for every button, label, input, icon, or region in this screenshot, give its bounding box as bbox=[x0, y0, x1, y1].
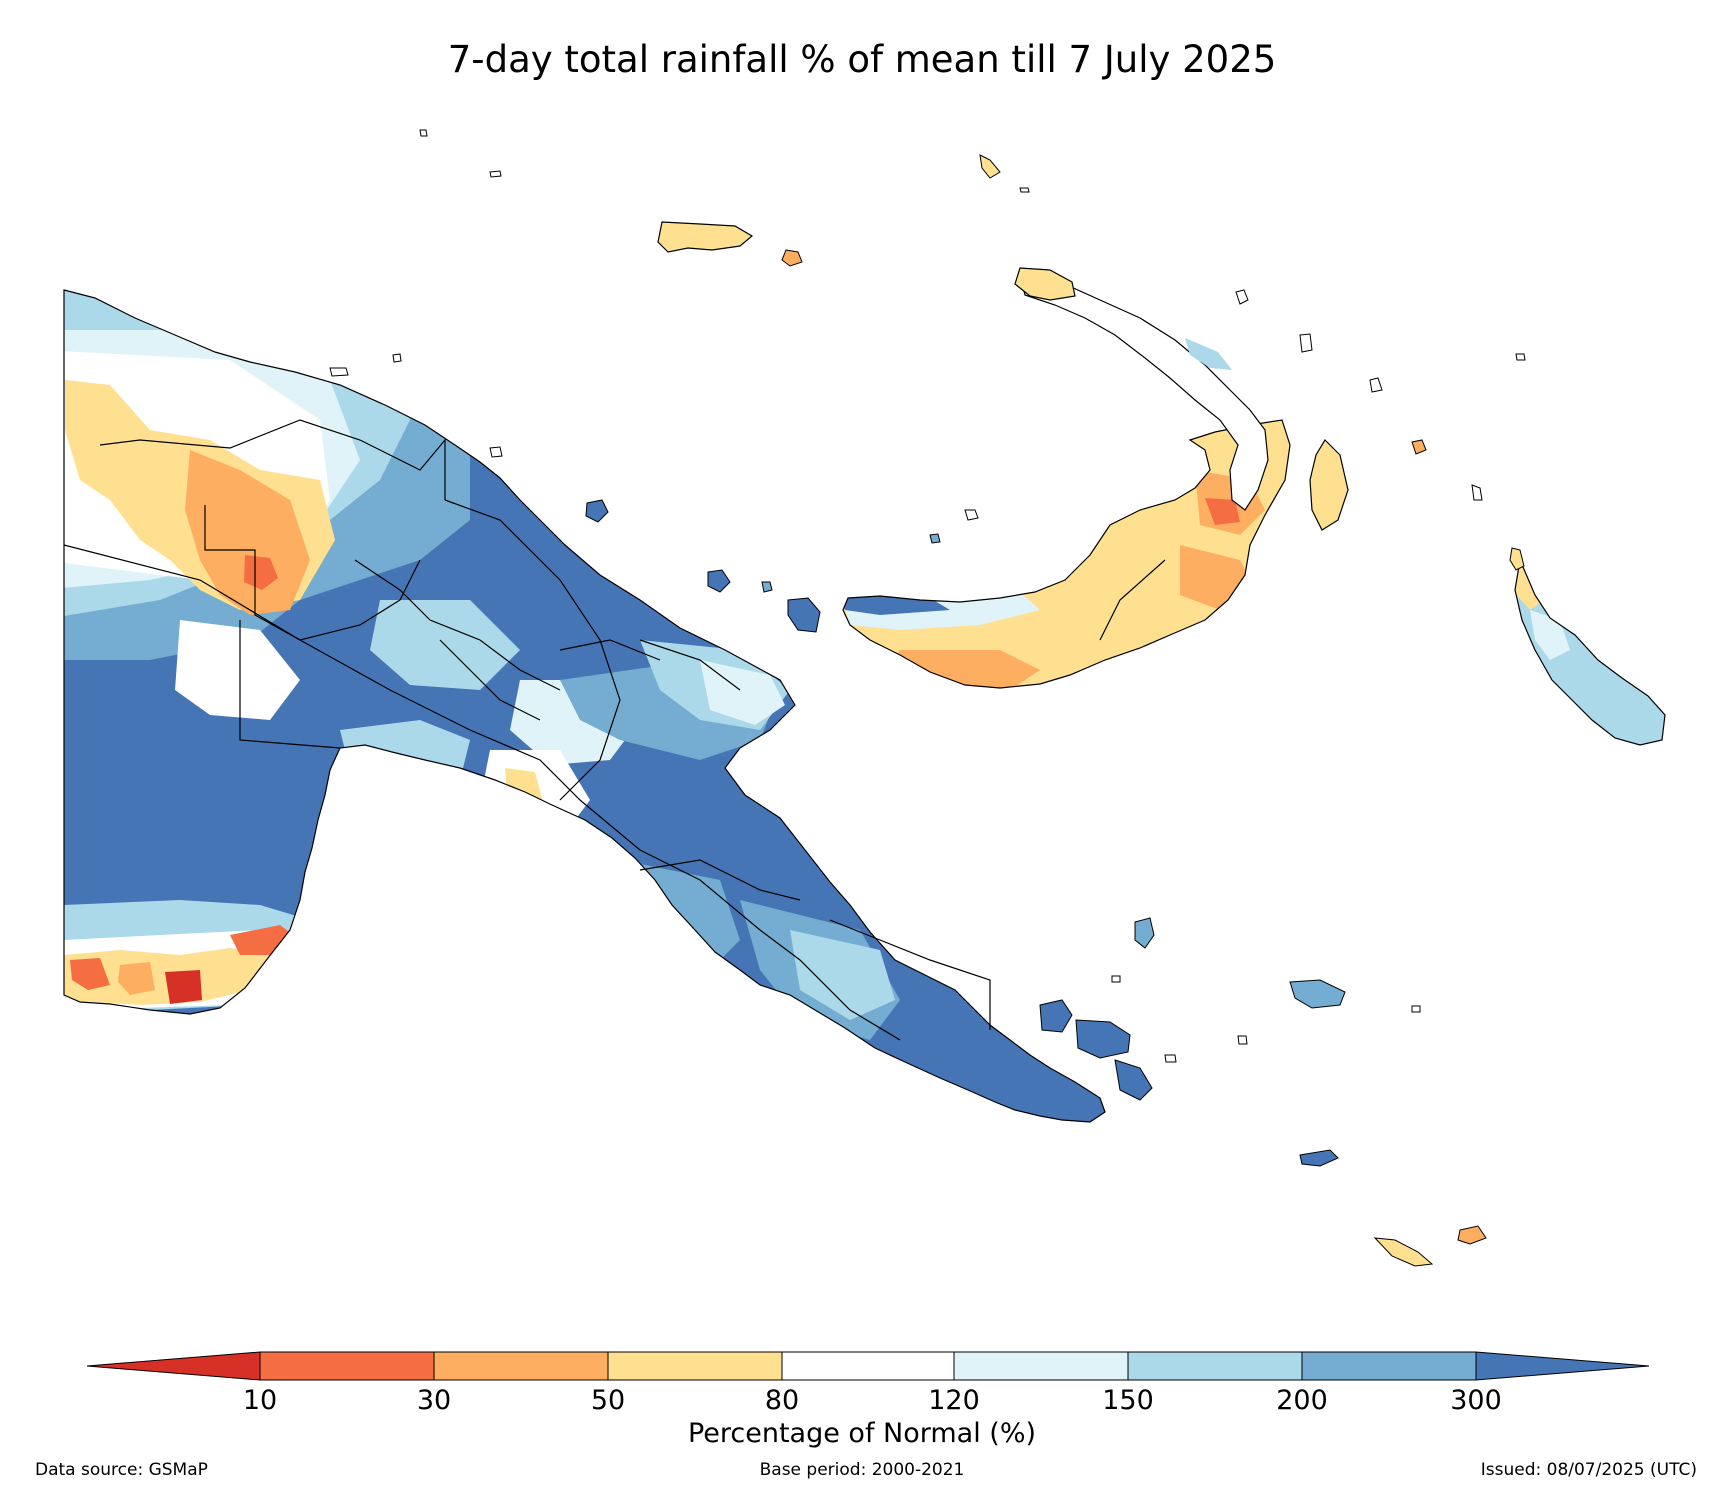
long-island bbox=[787, 597, 821, 633]
colorbar-segment-150-200 bbox=[1127, 1351, 1303, 1381]
sudest-island bbox=[1373, 1237, 1434, 1267]
island-small-12 bbox=[1111, 975, 1121, 983]
woodlark-island bbox=[1289, 979, 1346, 1009]
colorbar-tick-10: 10 bbox=[242, 1385, 278, 1416]
colorbar-segment-120-150 bbox=[953, 1351, 1129, 1381]
issued-note: Issued: 08/07/2025 (UTC) bbox=[1480, 1460, 1697, 1480]
island-north-2 bbox=[1299, 333, 1313, 353]
data-source-note: Data source: GSMaP bbox=[35, 1460, 208, 1480]
colorbar-tick-150: 150 bbox=[1102, 1385, 1154, 1416]
island-small-15 bbox=[489, 170, 502, 178]
island-north-1 bbox=[1235, 289, 1249, 305]
fergusson-island bbox=[1075, 1019, 1131, 1059]
trobriand-island bbox=[1134, 917, 1155, 949]
normanby-island bbox=[1114, 1059, 1153, 1101]
colorbar-label: Percentage of Normal (%) bbox=[687, 1418, 1037, 1449]
new-ireland-north-tip bbox=[1185, 338, 1232, 370]
island-small-13 bbox=[1164, 1054, 1177, 1063]
rainfall-map bbox=[63, 129, 1666, 1267]
colorbar-segment-80-120 bbox=[781, 1351, 955, 1381]
colorbar-extend-low bbox=[86, 1351, 261, 1381]
colorbar-tick-30: 30 bbox=[416, 1385, 452, 1416]
goodenough-island bbox=[1039, 999, 1073, 1033]
island-small-5 bbox=[964, 509, 979, 521]
colorbar-tick-200: 200 bbox=[1276, 1385, 1328, 1416]
island-small-10 bbox=[1237, 1035, 1248, 1045]
map-title: 7-day total rainfall % of mean till 7 Ju… bbox=[447, 38, 1277, 81]
base-period-note: Base period: 2000-2021 bbox=[759, 1460, 965, 1480]
island-small-4 bbox=[929, 533, 941, 544]
island-small-17 bbox=[1515, 353, 1526, 361]
rossel-island bbox=[1457, 1225, 1487, 1245]
island-east-manus bbox=[781, 249, 803, 267]
mainland-outline bbox=[63, 289, 1106, 1123]
umboi-island bbox=[707, 569, 731, 593]
island-mussau bbox=[979, 154, 1001, 179]
island-small-16 bbox=[1019, 187, 1030, 193]
island-small-11 bbox=[1411, 1005, 1421, 1013]
island-small-7 bbox=[392, 353, 402, 363]
buka-island bbox=[1509, 547, 1525, 571]
colorbar-segment-30-50 bbox=[433, 1351, 609, 1381]
new-hanover bbox=[1014, 267, 1076, 301]
colorbar-tick-120: 120 bbox=[928, 1385, 980, 1416]
island-small-9 bbox=[489, 446, 503, 458]
lihir-island bbox=[1411, 439, 1427, 455]
colorbar-extend-high bbox=[1475, 1351, 1650, 1381]
karkar-island bbox=[585, 499, 609, 523]
colorbar-tick-80: 80 bbox=[764, 1385, 800, 1416]
new-ireland-south bbox=[1309, 439, 1349, 531]
colorbar-segment-10-30 bbox=[259, 1351, 435, 1381]
colorbar-tick-50: 50 bbox=[590, 1385, 626, 1416]
colorbar-tick-300: 300 bbox=[1450, 1385, 1502, 1416]
island-east-1 bbox=[1471, 484, 1483, 501]
island-small-8 bbox=[329, 367, 349, 377]
colorbar-segment-200-300 bbox=[1301, 1351, 1477, 1381]
island-north-3 bbox=[1369, 377, 1383, 393]
manus-island bbox=[657, 221, 754, 253]
colorbar-segment-50-80 bbox=[607, 1351, 783, 1381]
misima-island bbox=[1299, 1149, 1339, 1167]
island-small-14 bbox=[419, 129, 428, 137]
new-britain-outline bbox=[842, 419, 1291, 689]
island-small-6 bbox=[761, 581, 773, 593]
